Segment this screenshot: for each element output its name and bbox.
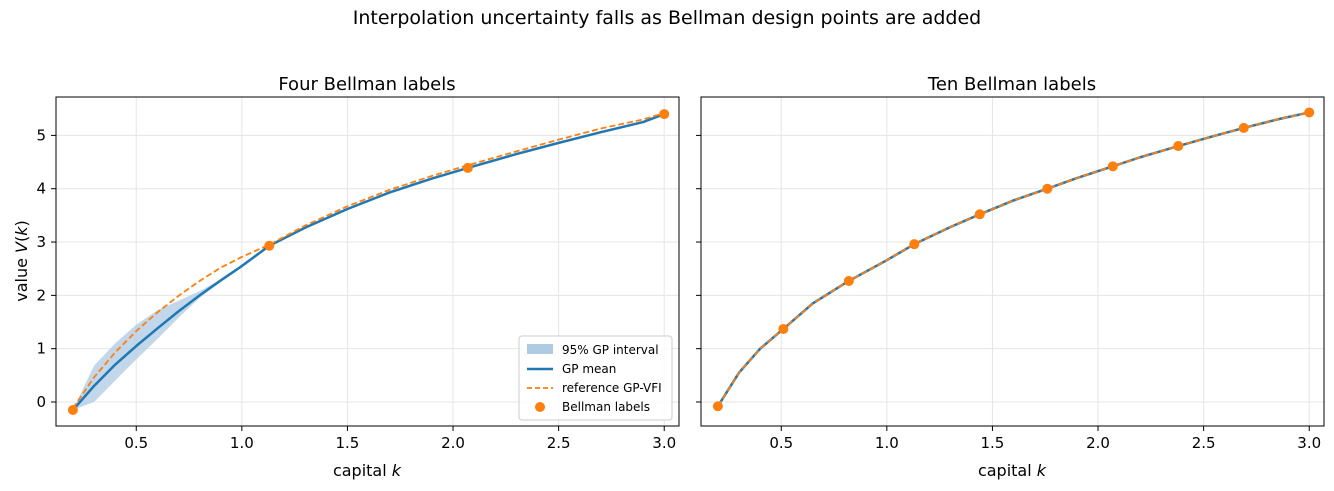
legend-interval-swatch xyxy=(527,344,553,354)
y-tick-label: 5 xyxy=(36,126,46,144)
legend: 95% GP interval GP mean reference GP-VFI… xyxy=(518,335,673,421)
bellman-label-point xyxy=(1304,107,1315,118)
figure-suptitle: Interpolation uncertainty falls as Bellm… xyxy=(353,7,981,29)
right-x-axis-label: capital k xyxy=(978,461,1047,480)
x-tick-label: 2.0 xyxy=(441,434,465,452)
x-tick-label: 1.0 xyxy=(230,434,254,452)
left-x-axis-label: capital k xyxy=(333,461,402,480)
left-axes-frame xyxy=(55,96,680,427)
bellman-label-point xyxy=(659,109,670,120)
legend-label-reference: reference GP-VFI xyxy=(562,381,662,395)
legend-box xyxy=(518,335,673,421)
bellman-label-point xyxy=(1173,141,1184,152)
x-tick-label: 1.0 xyxy=(875,434,899,452)
bellman-label-point xyxy=(1042,183,1053,194)
y-tick-label: 4 xyxy=(36,180,46,198)
x-tick-label: 1.5 xyxy=(336,434,360,452)
left-panel-title: Four Bellman labels xyxy=(278,74,455,95)
bellman-label-point xyxy=(909,239,920,250)
right-panel: Ten Bellman labels 0.5 1.0 1.5 2.0 2.5 3.0 ca… xyxy=(696,74,1325,480)
y-tick-label: 2 xyxy=(36,286,46,304)
right-grid xyxy=(701,97,1324,426)
left-lines-layer xyxy=(71,112,665,411)
y-tick-label: 1 xyxy=(36,340,46,358)
left-y-axis-label: value V(k) xyxy=(12,220,31,302)
x-tick-label: 0.5 xyxy=(124,434,148,452)
right-axes-frame xyxy=(700,96,1325,427)
x-tick-label: 1.5 xyxy=(981,434,1005,452)
legend-label-interval: 95% GP interval xyxy=(562,343,659,357)
x-tick-label: 2.5 xyxy=(1192,434,1216,452)
x-tick-label: 3.0 xyxy=(652,434,676,452)
bellman-label-point xyxy=(712,401,723,412)
gp-mean-line xyxy=(716,111,1310,407)
bellman-label-point xyxy=(67,405,78,416)
right-points-layer xyxy=(712,107,1315,412)
bellman-label-point xyxy=(778,323,789,334)
x-tick-label: 3.0 xyxy=(1297,434,1321,452)
left-points-layer xyxy=(67,109,670,416)
legend-label-points: Bellman labels xyxy=(562,400,650,414)
bellman-label-point xyxy=(264,240,275,251)
y-tick-label: 3 xyxy=(36,233,46,251)
bellman-label-point xyxy=(1107,161,1118,172)
left-grid xyxy=(56,97,679,426)
right-panel-title: Ten Bellman labels xyxy=(927,74,1096,95)
legend-label-gp-mean: GP mean xyxy=(562,362,616,376)
x-tick-label: 2.0 xyxy=(1086,434,1110,452)
legend-points-marker xyxy=(535,402,545,412)
bellman-label-point xyxy=(843,275,854,286)
right-x-ticks: 0.5 1.0 1.5 2.0 2.5 3.0 xyxy=(769,426,1321,452)
y-tick-label: 0 xyxy=(36,393,46,411)
reference-gp-vfi-line xyxy=(72,112,665,409)
bellman-label-point xyxy=(462,162,473,173)
left-y-ticks: 0 1 2 3 4 5 xyxy=(36,126,56,411)
left-panel: Four Bellman labels 0.5 1.0 1.5 2.0 2.5 3.0 0… xyxy=(12,74,680,480)
gp-mean-line xyxy=(71,112,665,411)
reference-gp-vfi-line xyxy=(717,111,1310,407)
x-tick-label: 2.5 xyxy=(547,434,571,452)
x-tick-label: 0.5 xyxy=(769,434,793,452)
right-y-ticks xyxy=(696,134,701,403)
bellman-label-point xyxy=(974,209,985,220)
left-x-ticks: 0.5 1.0 1.5 2.0 2.5 3.0 xyxy=(124,426,676,452)
bellman-label-point xyxy=(1238,122,1249,133)
right-lines-layer xyxy=(716,111,1310,407)
